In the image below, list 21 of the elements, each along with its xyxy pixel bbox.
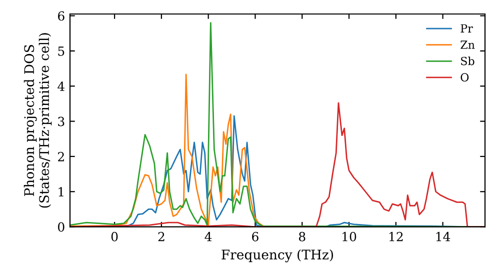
legend-label: Zn — [460, 40, 475, 49]
x-tick-label: 10 — [342, 232, 356, 242]
x-axis-title: Frequency (THz) — [222, 249, 334, 262]
x-tick-label: 4 — [204, 232, 212, 242]
x-tick-label: 0 — [111, 232, 118, 242]
x-tick-label: 8 — [298, 232, 306, 242]
legend-label: Pr — [460, 24, 473, 32]
x-tick-label: 6 — [252, 232, 258, 242]
y-tick-label: 4 — [58, 82, 65, 91]
y-tick-label: 2 — [58, 152, 64, 162]
y-tick-label: 5 — [58, 46, 64, 56]
y-tick-label: 1 — [58, 187, 64, 196]
x-tick-label: 12 — [389, 232, 403, 242]
y-tick-label: 6 — [58, 11, 64, 21]
y-tick-label: 0 — [58, 222, 64, 232]
legend-label: O — [460, 73, 469, 82]
x-tick-label: 14 — [436, 232, 450, 242]
y-tick-label: 3 — [58, 116, 64, 126]
x-tick-label: 2 — [158, 232, 164, 242]
legend-label: Sb — [461, 56, 474, 66]
y-axis-title: Phonon projected DOS (States/THz·primitive cell) — [24, 33, 52, 208]
